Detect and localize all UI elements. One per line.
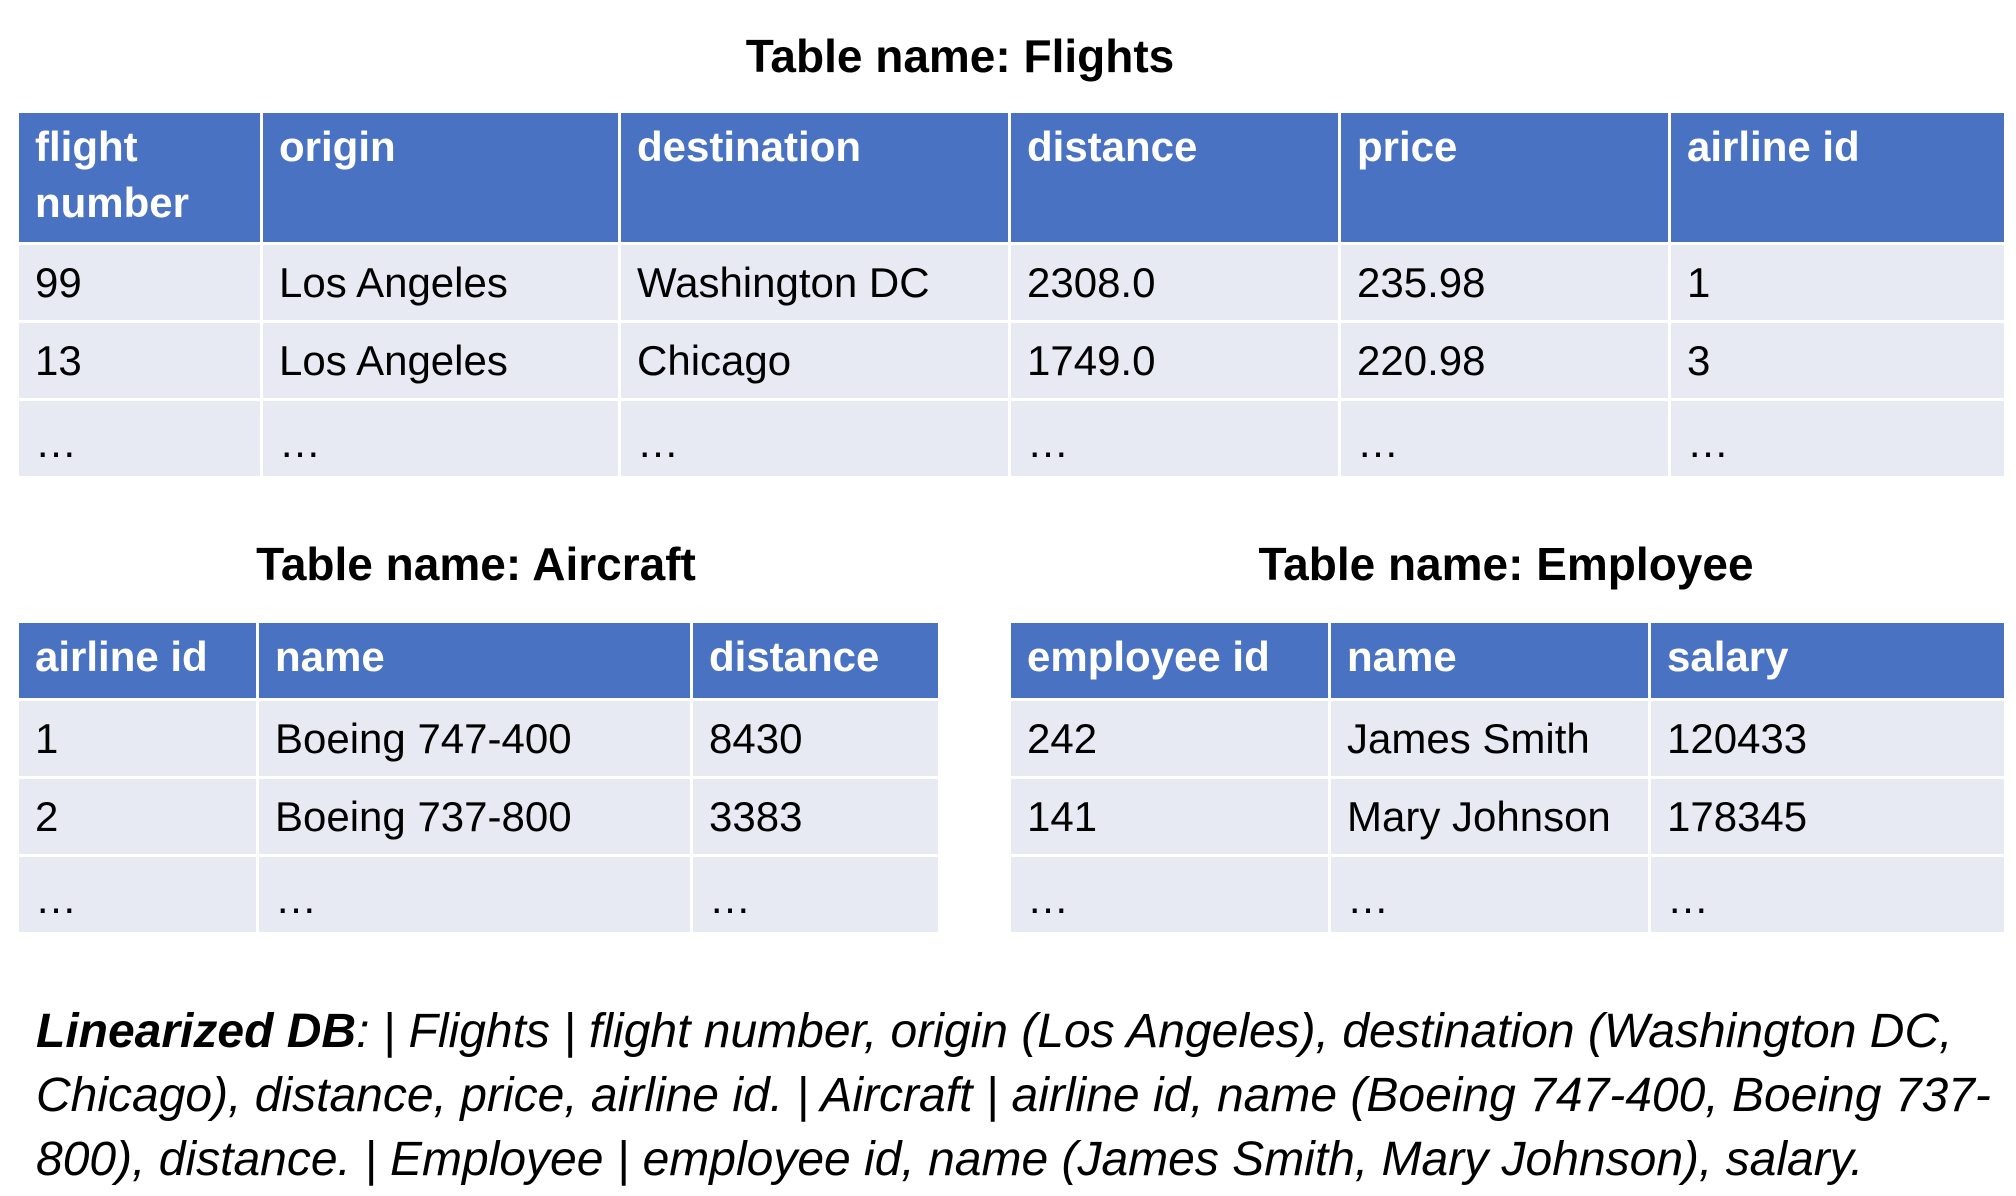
- table-row: 141 Mary Johnson 178345: [1008, 776, 2007, 857]
- table-row: 1 Boeing 747-400 8430: [16, 698, 941, 779]
- table-cell: …: [618, 398, 1011, 479]
- table-cell: 178345: [1648, 776, 2007, 857]
- table-row: 13 Los Angeles Chicago 1749.0 220.98 3: [16, 320, 2007, 401]
- table-cell: …: [1008, 854, 1331, 935]
- table-cell: …: [1338, 398, 1671, 479]
- table-cell: …: [260, 398, 621, 479]
- table-cell: 8430: [690, 698, 941, 779]
- table-cell: …: [1668, 398, 2007, 479]
- column-header: employee id: [1008, 620, 1331, 701]
- table-row: 2 Boeing 737-800 3383: [16, 776, 941, 857]
- table-cell: …: [16, 398, 263, 479]
- table-cell: Los Angeles: [260, 320, 621, 401]
- table-header-row: airline id name distance: [16, 620, 941, 701]
- column-header: distance: [690, 620, 941, 701]
- linearized-db-label: Linearized DB: [36, 1005, 357, 1058]
- table-cell: Washington DC: [618, 242, 1011, 323]
- table-row: … … …: [16, 854, 941, 935]
- table-cell: 99: [16, 242, 263, 323]
- table-cell: …: [256, 854, 693, 935]
- column-header: destination: [618, 110, 1011, 245]
- aircraft-table: airline id name distance 1 Boeing 747-40…: [16, 620, 941, 935]
- table-cell: …: [1328, 854, 1651, 935]
- column-header: airline id: [16, 620, 259, 701]
- column-header: price: [1338, 110, 1671, 245]
- table-cell: James Smith: [1328, 698, 1651, 779]
- table-cell: 1749.0: [1008, 320, 1341, 401]
- aircraft-table-title: Table name: Aircraft: [256, 538, 696, 590]
- table-header-row: employee id name salary: [1008, 620, 2007, 701]
- table-cell: 1: [16, 698, 259, 779]
- column-header: flight number: [16, 110, 263, 245]
- flights-table-title: Table name: Flights: [745, 30, 1175, 82]
- table-row: … … … … … …: [16, 398, 2007, 479]
- column-header: name: [256, 620, 693, 701]
- table-cell: 235.98: [1338, 242, 1671, 323]
- column-header: name: [1328, 620, 1651, 701]
- table-cell: 13: [16, 320, 263, 401]
- table-cell: 141: [1008, 776, 1331, 857]
- table-cell: …: [1008, 398, 1341, 479]
- column-header: distance: [1008, 110, 1341, 245]
- table-cell: Boeing 737-800: [256, 776, 693, 857]
- column-header: airline id: [1668, 110, 2007, 245]
- employee-table: employee id name salary 242 James Smith …: [1008, 620, 2007, 935]
- table-header-row: flight number origin destination distanc…: [16, 110, 2007, 245]
- column-header: origin: [260, 110, 621, 245]
- table-row: … … …: [1008, 854, 2007, 935]
- table-cell: Los Angeles: [260, 242, 621, 323]
- table-cell: 2: [16, 776, 259, 857]
- table-cell: …: [16, 854, 259, 935]
- linearized-db-text: : | Flights | flight number, origin (Los…: [36, 1005, 1991, 1186]
- table-cell: 3383: [690, 776, 941, 857]
- table-row: 242 James Smith 120433: [1008, 698, 2007, 779]
- flights-table: flight number origin destination distanc…: [16, 110, 2007, 479]
- table-cell: 220.98: [1338, 320, 1671, 401]
- table-cell: …: [690, 854, 941, 935]
- table-row: 99 Los Angeles Washington DC 2308.0 235.…: [16, 242, 2007, 323]
- table-cell: Mary Johnson: [1328, 776, 1651, 857]
- table-cell: Chicago: [618, 320, 1011, 401]
- table-cell: 120433: [1648, 698, 2007, 779]
- table-cell: 1: [1668, 242, 2007, 323]
- employee-table-title: Table name: Employee: [1258, 538, 1754, 590]
- linearized-db-caption: Linearized DB: | Flights | flight number…: [36, 1000, 1996, 1192]
- table-cell: 2308.0: [1008, 242, 1341, 323]
- column-header: salary: [1648, 620, 2007, 701]
- table-cell: …: [1648, 854, 2007, 935]
- table-cell: 242: [1008, 698, 1331, 779]
- table-cell: 3: [1668, 320, 2007, 401]
- table-cell: Boeing 747-400: [256, 698, 693, 779]
